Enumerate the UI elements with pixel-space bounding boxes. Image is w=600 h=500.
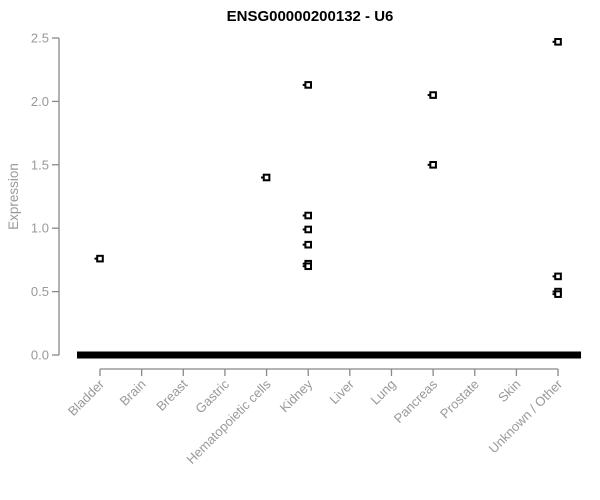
zero-bar [243, 351, 290, 359]
x-tick-label: Breast [153, 376, 190, 413]
data-point [304, 262, 312, 271]
x-tick-label: Liver [326, 376, 357, 407]
data-point-nub [302, 262, 306, 265]
x-tick-label: Pancreas [391, 376, 441, 426]
data-point-nub [552, 275, 556, 278]
zero-bar [118, 351, 165, 359]
data-point-nub [427, 163, 431, 166]
data-point-nub [552, 293, 556, 296]
y-axis-title: Expression [6, 163, 21, 230]
data-point-nub [302, 83, 306, 86]
zero-bar [201, 351, 248, 359]
x-tick-label: Skin [495, 377, 523, 405]
data-point [304, 81, 312, 89]
zero-bar [368, 351, 415, 359]
y-tick-label: 0.5 [31, 284, 49, 299]
zero-bar [535, 351, 582, 359]
data-point [96, 254, 104, 263]
y-tick-label: 2.0 [31, 94, 49, 109]
data-point [554, 290, 562, 298]
zero-bar [326, 351, 373, 359]
data-point-nub [427, 94, 431, 97]
zero-bar [493, 351, 540, 359]
chart-title: ENSG00000200132 - U6 [226, 8, 394, 25]
zero-bar [285, 351, 332, 359]
x-tick-label: Bladder [65, 376, 108, 419]
x-tick-label: Lung [368, 377, 399, 408]
data-point-nub [302, 214, 306, 217]
data-point [429, 91, 437, 99]
data-point [429, 161, 437, 169]
data-point-nub [261, 176, 264, 179]
y-tick-label: 2.5 [31, 31, 49, 46]
data-point-nub [302, 228, 306, 231]
data-point-nub [302, 265, 306, 268]
data-point [262, 173, 271, 182]
zero-bar [160, 351, 207, 359]
zero-bar [77, 351, 123, 359]
data-point [554, 38, 562, 46]
data-point-nub [552, 40, 556, 43]
data-point-nub [94, 257, 97, 260]
x-tick-label: Kidney [277, 376, 316, 415]
data-point-nub [552, 290, 556, 293]
zero-bar [410, 351, 457, 359]
y-tick-label: 1.5 [31, 157, 49, 172]
data-point [304, 211, 312, 220]
y-tick-label: 0.0 [31, 348, 49, 363]
data-point [554, 272, 562, 281]
data-point [304, 225, 312, 234]
x-tick-label: Gastric [192, 376, 232, 416]
data-point-nub [302, 243, 306, 246]
x-tick-label: Unknown / Other [486, 376, 566, 456]
data-point [304, 240, 312, 249]
zero-bar [451, 351, 498, 359]
x-tick-label: Prostate [437, 377, 482, 422]
x-tick-label: Brain [117, 377, 149, 409]
y-tick-label: 1.0 [31, 221, 49, 236]
